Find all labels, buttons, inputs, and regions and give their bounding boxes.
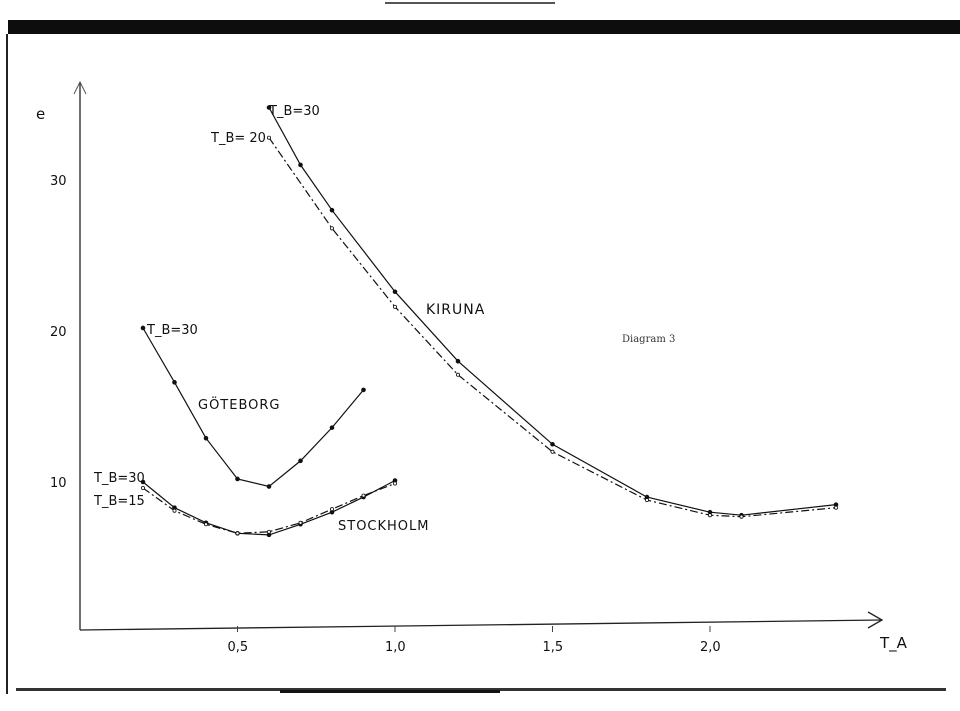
data-point — [298, 162, 303, 168]
x-tick-label: 2,0 — [700, 640, 721, 655]
series-label-goteborg-tb30: T_B=30 — [146, 323, 198, 338]
data-point — [266, 105, 272, 110]
diagram-annotation: Diagram 3 — [622, 334, 675, 345]
y-axis-label: e — [36, 105, 45, 123]
tick-labels: 0,5 1,0 1,5 2,0 10 20 30 — [50, 174, 721, 655]
goteborg-label: GÖTEBORG — [198, 396, 281, 413]
data-point — [645, 498, 650, 503]
data-point — [329, 226, 334, 231]
data-point — [140, 325, 146, 331]
data-point — [455, 372, 460, 377]
data-point — [235, 476, 240, 482]
data-point — [392, 304, 397, 309]
axes — [73, 80, 884, 631]
x-tick-label: 1,0 — [385, 640, 406, 655]
data-point — [235, 531, 240, 536]
y-axis-arrow — [73, 80, 87, 95]
bottom-border-line — [16, 688, 946, 691]
data-point — [266, 135, 271, 140]
series-line-0 — [268, 107, 837, 516]
x-tick-label: 0,5 — [228, 640, 249, 655]
top-black-bar — [8, 20, 960, 34]
data-point — [329, 507, 334, 512]
data-point — [329, 425, 335, 430]
data-point — [708, 513, 713, 518]
series-label-stockholm-tb15: T_B=15 — [93, 494, 145, 509]
bottom-border-thick — [280, 690, 500, 693]
data-point — [739, 514, 744, 519]
x-axis-label: T_A — [879, 634, 908, 653]
stockholm-label: STOCKHOLM — [338, 519, 430, 534]
data-point — [455, 358, 461, 364]
series-label-stockholm-tb30: T_B=30 — [93, 471, 145, 486]
left-border-line — [6, 34, 8, 694]
x-axis-arrow — [867, 611, 884, 629]
data-point — [361, 387, 366, 393]
data-point — [266, 529, 271, 534]
data-point — [298, 520, 303, 525]
data-point — [550, 441, 555, 447]
series-line-1 — [268, 137, 837, 518]
annotation-labels: e T_A T_B=30 T_B= 20 KIRUNA T_B=30 GÖTEB… — [36, 104, 908, 653]
data-point — [266, 484, 272, 489]
data-point — [298, 458, 303, 464]
data-point — [392, 289, 398, 295]
data-point — [172, 508, 177, 513]
data-point — [140, 486, 145, 491]
data-point — [361, 493, 366, 498]
x-tick-label: 1,5 — [543, 640, 564, 655]
y-tick-label: 20 — [50, 325, 67, 340]
series-group — [140, 105, 839, 538]
kiruna-label: KIRUNA — [426, 302, 485, 318]
data-point — [172, 380, 177, 385]
data-point — [329, 207, 335, 213]
data-point — [203, 435, 209, 441]
data-point — [550, 449, 555, 454]
data-point — [392, 481, 397, 486]
data-point — [834, 505, 839, 510]
series-label-kiruna-tb30: T_B=30 — [268, 104, 320, 119]
series-line-4 — [142, 482, 396, 534]
scan-artifact-top — [385, 2, 555, 4]
y-tick-label: 30 — [50, 174, 67, 189]
y-tick-label: 10 — [50, 476, 67, 491]
x-axis — [79, 619, 883, 631]
data-point — [203, 522, 208, 527]
data-point — [140, 479, 146, 485]
series-line-2 — [142, 327, 364, 488]
series-label-kiruna-tb20: T_B= 20 — [210, 131, 266, 146]
